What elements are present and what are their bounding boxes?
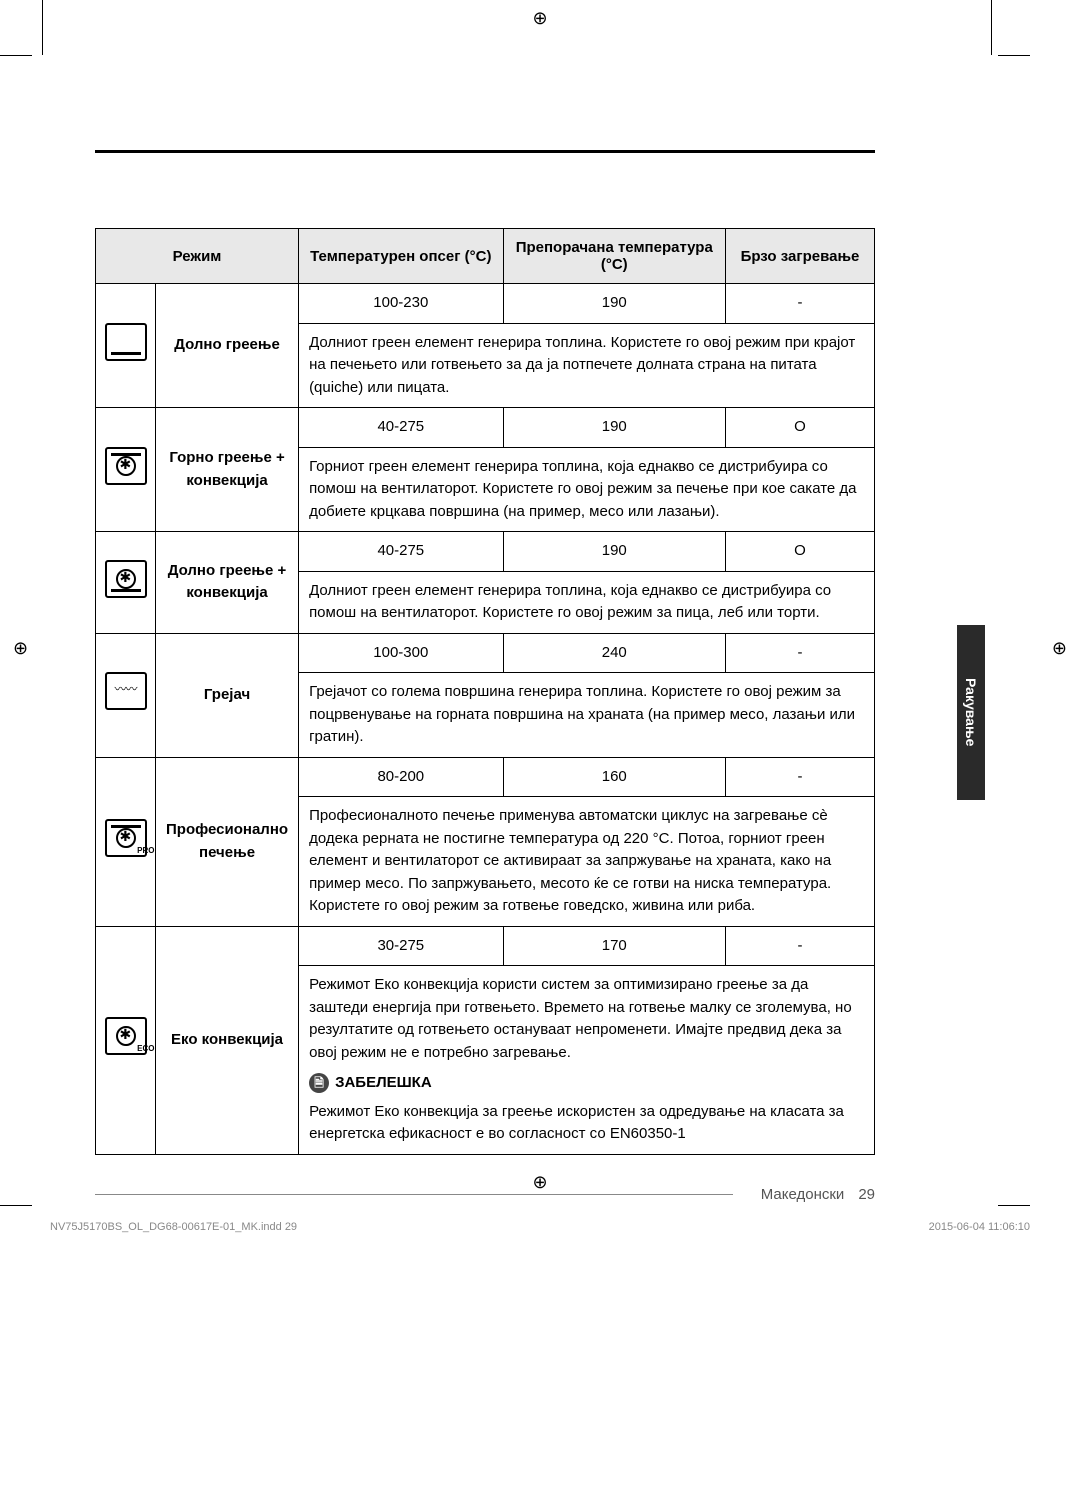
pro-roast-icon: PRO [105,819,147,857]
registration-mark-icon: ⊕ [1052,638,1067,659]
grill-icon: 〰〰 [105,672,147,710]
note-icon: 🗎 [309,1073,329,1093]
mode-label: Професионално печење [156,757,299,926]
crop-mark [0,55,32,56]
temp-rec: 160 [503,757,725,797]
mode-icon-cell: PRO [96,757,156,926]
footer-language: Македонски [761,1186,845,1203]
section-tab: Ракување [957,625,985,800]
quick-heat: O [725,532,874,572]
table-row: Долно греење + конвекција 40-275 190 O [96,532,875,572]
th-recommended: Препорачана температура (°C) [503,229,725,284]
table-row: Горно греење + конвекција 40-275 190 O [96,408,875,448]
top-heat-convection-icon [105,447,147,485]
th-mode: Режим [96,229,299,284]
mode-label: Горно греење + конвекција [156,408,299,532]
crop-mark [42,0,43,55]
temp-rec: 190 [503,284,725,324]
section-tab-label: Ракување [963,678,979,746]
table-row: ECO Еко конвекција 30-275 170 - [96,926,875,966]
mode-icon-cell [96,532,156,634]
footer-rule [95,1194,733,1195]
temp-rec: 240 [503,633,725,673]
mode-label: Грејач [156,633,299,757]
mode-desc: Горниот греен елемент генерира топлина, … [299,447,875,532]
quick-heat: - [725,757,874,797]
mode-desc-with-note: Режимот Еко конвекција користи систем за… [299,966,875,1155]
eco-convection-icon: ECO [105,1017,147,1055]
temp-rec: 190 [503,408,725,448]
quick-heat: - [725,926,874,966]
mode-desc: Професионалното печење применува автомат… [299,797,875,927]
page-footer: Македонски 29 [95,1186,875,1203]
table-row: 〰〰 Грејач 100-300 240 - [96,633,875,673]
registration-mark-icon: ⊕ [13,638,28,659]
quick-heat: - [725,633,874,673]
quick-heat: - [725,284,874,324]
crop-mark [998,1205,1030,1206]
quick-heat: O [725,408,874,448]
crop-mark [991,0,992,55]
crop-mark [998,55,1030,56]
mode-icon-cell [96,284,156,408]
table-row: PRO Професионално печење 80-200 160 - [96,757,875,797]
mode-icon-cell: 〰〰 [96,633,156,757]
print-file: NV75J5170BS_OL_DG68-00617E-01_MK.indd 29 [50,1221,297,1233]
page-content: Режим Температурен опсег (°C) Препорачан… [95,60,875,1155]
bottom-heat-convection-icon [105,560,147,598]
mode-label: Долно греење [156,284,299,408]
print-timestamp: 2015-06-04 11:06:10 [929,1221,1030,1233]
mode-desc: Долниот греен елемент генерира топлина. … [299,323,875,408]
note-body: Режимот Еко конвекција за греење искорис… [309,1101,864,1146]
mode-icon-cell [96,408,156,532]
mode-desc-text: Режимот Еко конвекција користи систем за… [309,974,864,1064]
mode-desc: Долниот греен елемент генерира топлина, … [299,571,875,633]
table-row: Долно греење 100-230 190 - [96,284,875,324]
bottom-heat-icon [105,323,147,361]
temp-range: 40-275 [299,408,503,448]
top-rule [95,150,875,153]
modes-table: Режим Температурен опсег (°C) Препорачан… [95,228,875,1155]
mode-desc: Грејачот со голема површина генерира топ… [299,673,875,758]
registration-mark-icon: ⊕ [532,8,547,29]
print-metadata: NV75J5170BS_OL_DG68-00617E-01_MK.indd 29… [50,1221,1030,1233]
temp-range: 100-300 [299,633,503,673]
crop-mark [0,1205,32,1206]
temp-rec: 190 [503,532,725,572]
mode-icon-cell: ECO [96,926,156,1154]
table-header-row: Режим Температурен опсег (°C) Препорачан… [96,229,875,284]
note-header: 🗎 ЗАБЕЛЕШКА [309,1072,864,1095]
th-range: Температурен опсег (°C) [299,229,503,284]
temp-range: 30-275 [299,926,503,966]
temp-range: 80-200 [299,757,503,797]
temp-range: 40-275 [299,532,503,572]
th-quick: Брзо загревање [725,229,874,284]
temp-range: 100-230 [299,284,503,324]
note-title: ЗАБЕЛЕШКА [335,1072,432,1095]
mode-label: Еко конвекција [156,926,299,1154]
footer-page-number: 29 [858,1186,875,1203]
temp-rec: 170 [503,926,725,966]
mode-label: Долно греење + конвекција [156,532,299,634]
